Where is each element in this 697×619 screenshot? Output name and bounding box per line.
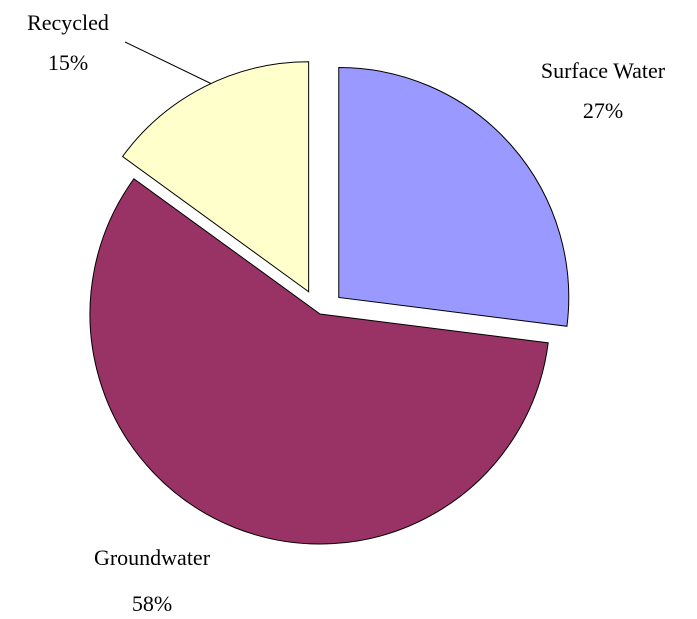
- pie-slice: [121, 61, 310, 293]
- leader-line: [124, 41, 217, 87]
- slice-value-label: 15%: [48, 50, 88, 75]
- pie-slice: [338, 66, 570, 327]
- slice-label: Surface Water: [541, 58, 666, 83]
- slice-label: Groundwater: [94, 545, 211, 570]
- slice-value-label: 27%: [583, 98, 623, 123]
- slice-value-label: 58%: [132, 591, 172, 616]
- slice-label: Recycled: [27, 10, 109, 35]
- pie-slice: [89, 178, 549, 545]
